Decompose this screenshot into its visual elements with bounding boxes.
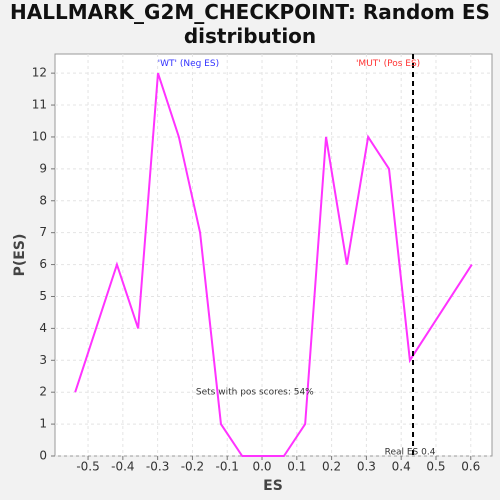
x-tick-label: -0.5 xyxy=(76,460,99,474)
x-tick-label: 0.2 xyxy=(322,460,341,474)
x-tick-label: 0.4 xyxy=(392,460,411,474)
x-tick-label: 0.6 xyxy=(461,460,480,474)
x-tick-label: -0.1 xyxy=(216,460,239,474)
y-tick-label: 7 xyxy=(39,225,47,239)
y-tick-label: 0 xyxy=(39,449,47,463)
y-tick-label: 1 xyxy=(39,417,47,431)
annotation: 'WT' (Neg ES) xyxy=(158,59,219,69)
y-axis-label: P(ES) xyxy=(12,234,28,277)
y-tick-label: 9 xyxy=(39,161,47,175)
x-tick-label: 0.5 xyxy=(426,460,445,474)
y-tick-label: 11 xyxy=(32,98,47,112)
chart-title: HALLMARK_G2M_CHECKPOINT: Random ES distr… xyxy=(10,0,490,48)
x-tick-label: 0.0 xyxy=(252,460,271,474)
y-tick-label: 12 xyxy=(32,66,47,80)
x-tick-label: 0.3 xyxy=(357,460,376,474)
x-tick-label: 0.1 xyxy=(287,460,306,474)
x-tick-label: -0.2 xyxy=(181,460,204,474)
x-axis-label: ES xyxy=(263,478,283,494)
y-tick-label: 4 xyxy=(39,321,47,335)
plot-area xyxy=(54,53,493,457)
y-tick-label: 6 xyxy=(39,257,47,271)
real-es-label: Real ES 0.4 xyxy=(385,448,436,458)
x-tick-label: -0.3 xyxy=(146,460,169,474)
y-tick-label: 10 xyxy=(32,129,47,143)
y-tick-label: 8 xyxy=(39,193,47,207)
line xyxy=(74,72,473,457)
y-tick-label: 3 xyxy=(39,353,47,367)
y-tick-label: 5 xyxy=(39,289,47,303)
y-tick-label: 2 xyxy=(39,385,47,399)
annotation: 'MUT' (Pos ES) xyxy=(356,59,420,69)
annotation: Sets with pos scores: 54% xyxy=(196,388,314,398)
x-tick-label: -0.4 xyxy=(111,460,134,474)
